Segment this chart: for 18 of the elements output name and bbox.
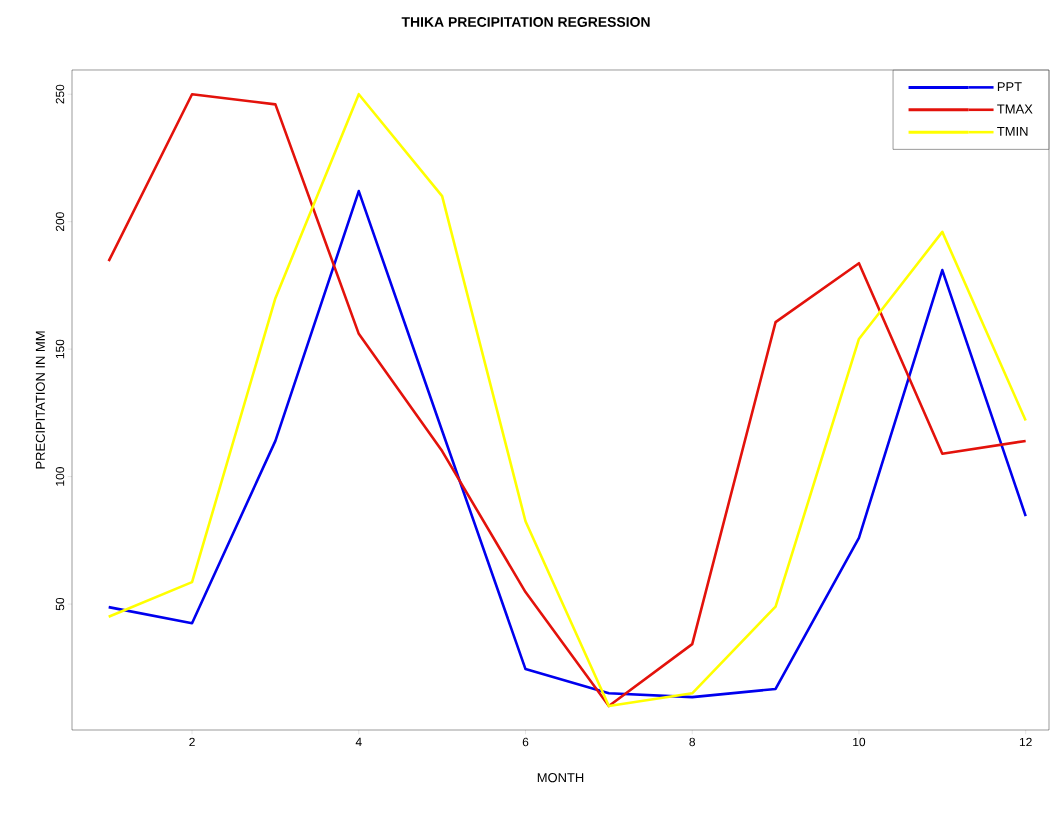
x-tick-label: 8	[689, 737, 696, 747]
y-axis-title: PRECIPITATION IN MM	[35, 331, 45, 469]
x-axis-title: MONTH	[537, 773, 584, 783]
y-tick-label: 200	[55, 212, 65, 232]
x-tick-label: 12	[1019, 737, 1032, 747]
x-tick-label: 2	[189, 737, 195, 747]
x-tick-label: 6	[522, 737, 529, 747]
y-tick-label: 250	[55, 84, 65, 104]
x-tick-label: 10	[853, 737, 866, 747]
chart-title: THIKA PRECIPITATION REGRESSION	[401, 17, 650, 27]
y-tick-label: 50	[55, 597, 65, 611]
line-series	[107, 189, 1027, 699]
x-tick-label: 4	[355, 737, 362, 746]
legend-label: PPT	[997, 82, 1022, 92]
y-tick-label: 100	[55, 467, 65, 486]
legend-label: TMIN	[997, 126, 1028, 136]
y-tick-label: 150	[55, 339, 65, 359]
legend-label: TMAX	[997, 104, 1033, 114]
